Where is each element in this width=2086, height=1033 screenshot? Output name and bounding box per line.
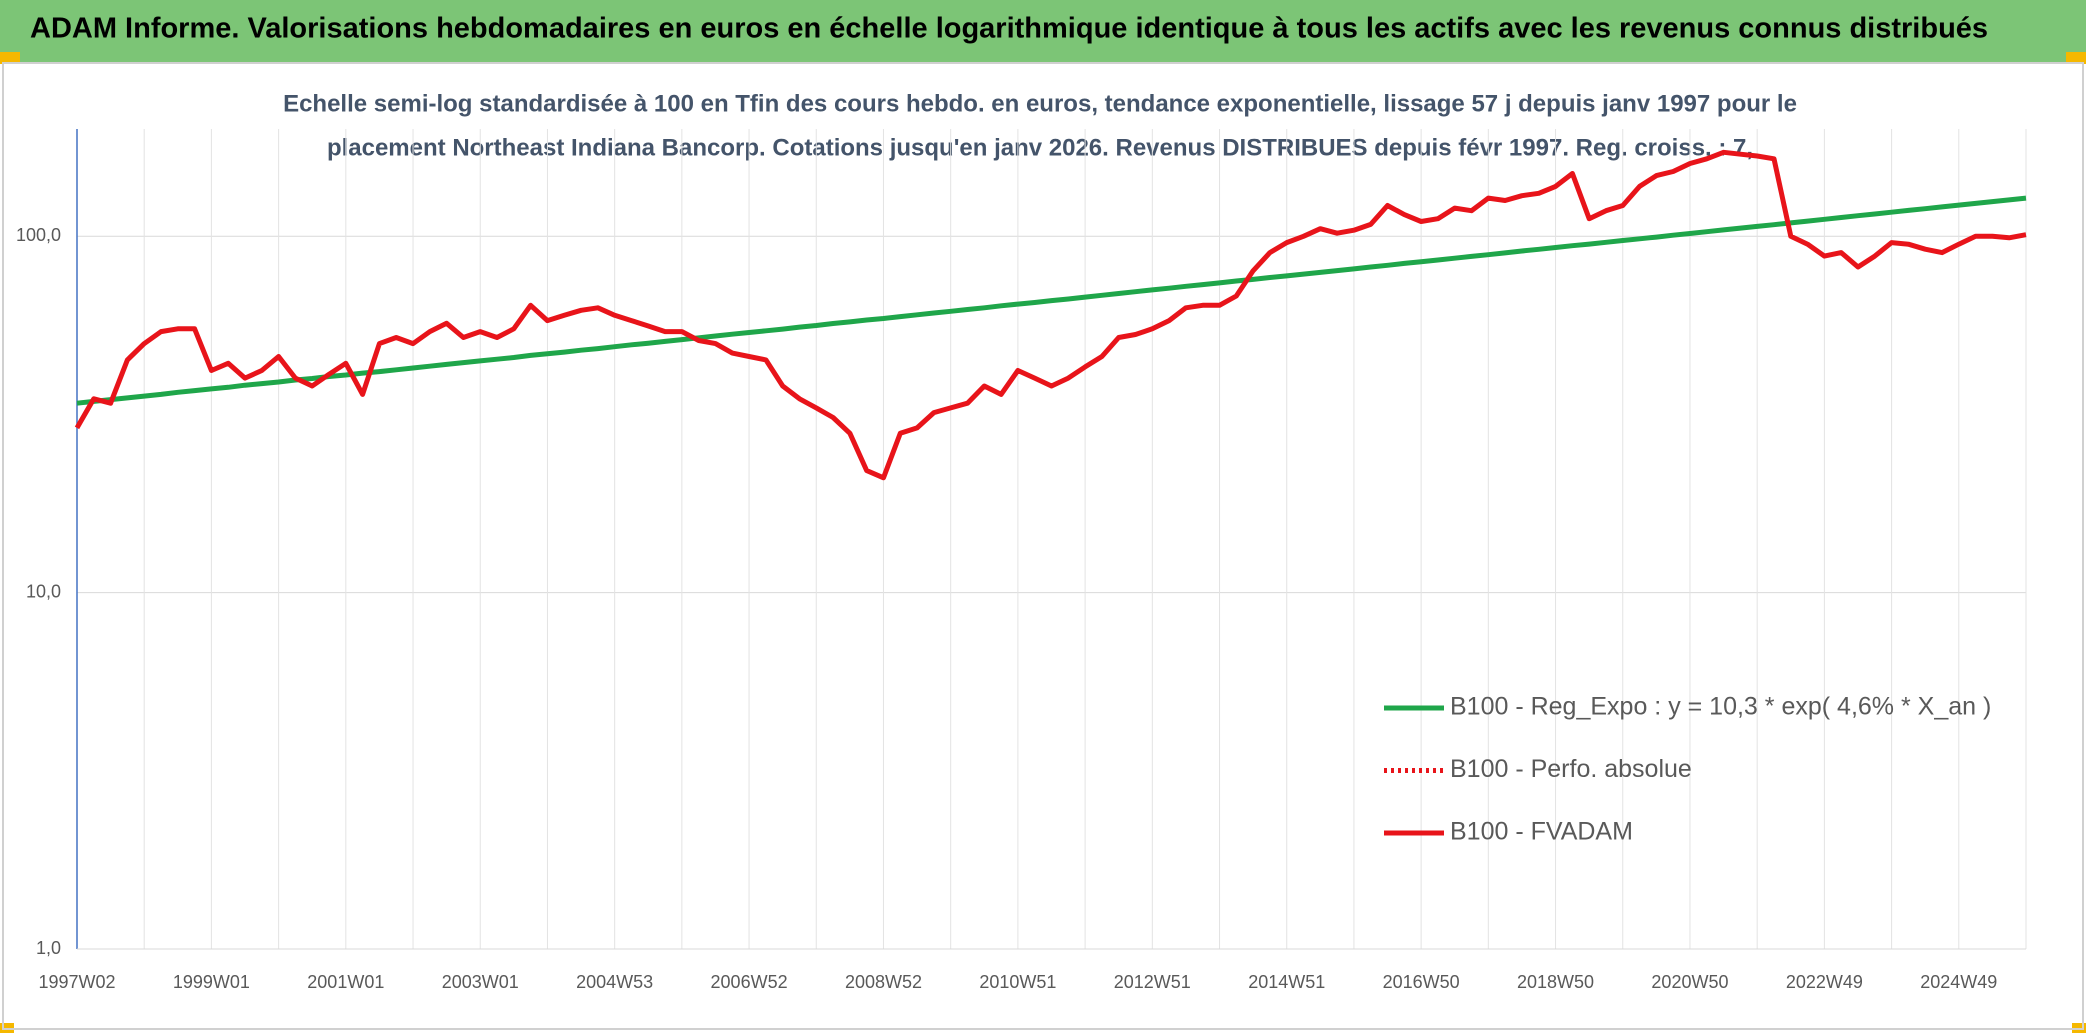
subtitle: placement Northeast Indiana Bancorp. Cot… — [327, 134, 1753, 161]
legend-label: B100 - Reg_Expo : y = 10,3 * exp( 4,6% *… — [1450, 693, 1991, 721]
series-line — [76, 195, 2027, 406]
grid: 1,0 10,0 100,0 1997W02 1999W01 2001W01 2003W01… — [16, 129, 2027, 992]
frame — [2, 62, 2084, 1030]
series-line — [74, 149, 2027, 481]
x-tick-label: 2001W01 — [307, 972, 384, 992]
y-tick-label: 100,0 — [16, 225, 61, 245]
x-tick-label: 2008W52 — [845, 972, 922, 992]
x-tick-label: 2016W50 — [1383, 972, 1460, 992]
x-tick-label: 2003W01 — [442, 972, 519, 992]
x-tick-label: 2024W49 — [1920, 972, 1997, 992]
x-tick-label: 2010W51 — [979, 972, 1056, 992]
legend-label: B100 - FVADAM — [1450, 818, 1633, 846]
y-tick-label: 10,0 — [26, 581, 61, 601]
subtitle: Echelle semi-log standardisée à 100 en T… — [283, 90, 1797, 117]
legend: B100 - Reg_Expo : y = 10,3 * exp( 4,6% *… — [1384, 693, 1991, 846]
header-title: ADAM Informe. Valorisations hebdomadaire… — [30, 13, 1988, 45]
x-tick-label: 2012W51 — [1114, 972, 1191, 992]
x-tick-label: 2020W50 — [1651, 972, 1728, 992]
x-tick-label: 2006W52 — [711, 972, 788, 992]
header-bar — [0, 0, 2086, 62]
x-tick-label: 2018W50 — [1517, 972, 1594, 992]
x-tick-label: 2014W51 — [1248, 972, 1325, 992]
x-tick-label: 2004W53 — [576, 972, 653, 992]
plot — [74, 149, 2027, 481]
corner — [0, 52, 20, 64]
x-tick-label: 1999W01 — [173, 972, 250, 992]
x-tick-label: 2022W49 — [1786, 972, 1863, 992]
corner — [2066, 52, 2086, 64]
legend-label: B100 - Perfo. absolue — [1450, 755, 1692, 783]
y-tick-label: 1,0 — [36, 938, 61, 958]
x-tick-label: 1997W02 — [38, 972, 115, 992]
